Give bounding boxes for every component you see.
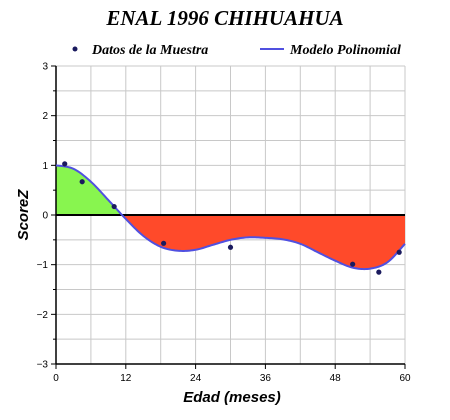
x-tick-label: 48 bbox=[330, 373, 342, 384]
data-point bbox=[376, 269, 382, 275]
legend-marker-datos bbox=[72, 46, 78, 52]
y-tick-label: 0 bbox=[42, 211, 48, 222]
legend: Datos de la Muestra Modelo Polinomial bbox=[72, 43, 401, 58]
fill-below-zero bbox=[122, 215, 405, 270]
x-tick-label: 12 bbox=[120, 373, 132, 384]
data-point bbox=[161, 240, 167, 246]
data-point bbox=[396, 249, 402, 255]
x-tick-label: 24 bbox=[190, 373, 202, 384]
data-point bbox=[79, 179, 85, 185]
data-point bbox=[350, 261, 356, 267]
legend-label-modelo: Modelo Polinomial bbox=[289, 43, 401, 58]
y-tick-label: 2 bbox=[42, 111, 48, 122]
data-point bbox=[227, 244, 234, 250]
x-tick-label: 60 bbox=[399, 373, 411, 384]
x-tick-label: 36 bbox=[260, 373, 272, 384]
data-point bbox=[111, 203, 117, 210]
x-axis-label: Edad (meses) bbox=[183, 389, 281, 406]
y-tick-label: −2 bbox=[37, 310, 49, 321]
legend-label-datos: Datos de la Muestra bbox=[91, 43, 208, 58]
x-tick-label: 0 bbox=[53, 373, 59, 384]
y-tick-label: −3 bbox=[37, 360, 49, 371]
fill-above-zero bbox=[56, 165, 123, 215]
data-point bbox=[62, 161, 68, 167]
y-tick-label: 1 bbox=[42, 161, 48, 172]
sample-points bbox=[62, 161, 402, 275]
area-fills bbox=[56, 165, 405, 270]
y-tick-label: 3 bbox=[42, 62, 48, 73]
chart-title: ENAL 1996 CHIHUAHUA bbox=[105, 6, 343, 30]
y-tick-label: −1 bbox=[37, 260, 49, 271]
y-axis-label: ScoreZ bbox=[15, 189, 32, 241]
axes bbox=[51, 65, 406, 369]
